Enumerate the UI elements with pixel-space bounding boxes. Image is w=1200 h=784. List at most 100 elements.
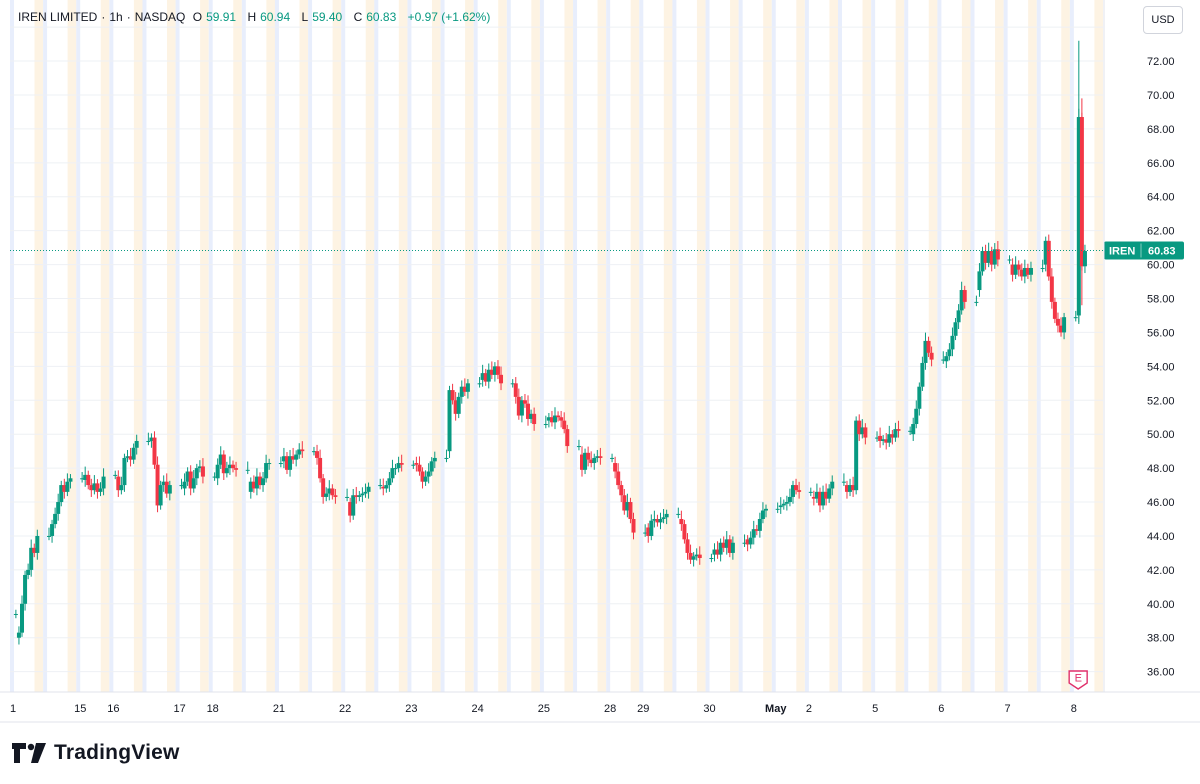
candle-body (920, 362, 925, 387)
candle-body (652, 519, 657, 521)
premarket-band (374, 0, 379, 692)
premarket-band (43, 0, 48, 692)
candle-body (592, 457, 597, 464)
y-tick-label: 66.00 (1147, 158, 1175, 170)
candle-body (489, 369, 494, 375)
candle-body (327, 488, 332, 494)
candle-body (417, 464, 422, 472)
x-tick-label: 15 (74, 703, 86, 715)
premarket-band (804, 0, 809, 692)
candle-body (628, 502, 633, 519)
candle-body (580, 454, 585, 470)
x-tick-label: 23 (405, 703, 417, 715)
postmarket-band (332, 0, 342, 692)
candle-body (348, 502, 353, 516)
candle-body (860, 427, 865, 435)
candle-body (80, 478, 85, 480)
candle-body (1059, 325, 1064, 333)
candle-body (1010, 264, 1015, 275)
candle-body (300, 449, 305, 452)
candle-body (495, 366, 500, 375)
candle-body (649, 520, 654, 536)
candle-body (179, 485, 184, 487)
premarket-band (871, 0, 876, 692)
candle-body (1046, 240, 1051, 277)
postmarket-band (498, 0, 507, 692)
y-tick-label: 54.00 (1147, 361, 1175, 373)
candle-body (119, 485, 124, 491)
candle-body (245, 469, 250, 471)
candle-body (149, 437, 154, 441)
candle-body (1013, 264, 1018, 275)
y-tick-label: 42.00 (1147, 565, 1175, 577)
open-value: 59.91 (206, 10, 237, 24)
candle-body (167, 485, 172, 494)
close-key: C (353, 10, 363, 24)
candle-body (20, 603, 25, 633)
candle-body (745, 539, 750, 545)
currency-button[interactable]: USD (1143, 6, 1183, 34)
postmarket-band (961, 0, 971, 692)
candle-body (827, 488, 832, 499)
candle-body (399, 463, 404, 465)
candle-body (311, 451, 316, 453)
candle-body (986, 251, 991, 263)
candle-body (499, 374, 504, 384)
candle-body (387, 478, 392, 486)
candle-body (814, 491, 819, 499)
candle-body (351, 495, 356, 516)
candle-body (146, 440, 151, 442)
candle-body (797, 490, 802, 492)
x-tick-label: 21 (273, 703, 285, 715)
candle-body (411, 464, 416, 466)
candle-body (953, 322, 958, 336)
candle-body (230, 464, 235, 469)
candle-body (715, 549, 720, 555)
candle-body (62, 485, 67, 492)
candle-body (366, 486, 371, 492)
candle-body (983, 251, 988, 263)
candle-body (128, 456, 133, 460)
premarket-band (241, 0, 246, 692)
premarket-band (473, 0, 478, 692)
candle-body (751, 529, 756, 538)
candle-body (47, 535, 52, 537)
candle-body (914, 408, 919, 425)
candle-body (345, 496, 350, 498)
close-value: 60.83 (366, 10, 397, 24)
earnings-event-icon (1068, 670, 1088, 690)
candle-body (559, 417, 564, 421)
postmarket-band (928, 0, 938, 692)
candle-body (297, 449, 302, 455)
candle-body (248, 481, 253, 492)
candle-body (315, 451, 320, 458)
symbol-name[interactable]: IREN LIMITED (18, 10, 98, 24)
candle-body (863, 427, 868, 438)
x-tick-label: 7 (1005, 703, 1011, 715)
y-tick-label: 46.00 (1147, 497, 1175, 509)
symbol-legend: IREN LIMITED · 1h · NASDAQ O 59.91 H 60.94 L 59… (18, 10, 494, 24)
candle-body (622, 495, 627, 511)
candle-body (543, 424, 548, 426)
candle-body (821, 491, 826, 506)
candle-body (197, 466, 202, 469)
candle-body (748, 537, 753, 545)
candle-body (444, 457, 449, 459)
candle-body (549, 417, 554, 423)
candle-body (884, 439, 889, 443)
candle-body (357, 495, 362, 497)
x-tick-label: 1 (10, 703, 16, 715)
candle-body (721, 542, 726, 548)
postmarket-band (630, 0, 640, 692)
candle-body (522, 400, 527, 404)
candle-body (65, 481, 70, 492)
candle-body (1019, 269, 1024, 277)
candle-body (784, 502, 789, 504)
tradingview-logo[interactable]: TradingView (12, 740, 180, 766)
postmarket-band (100, 0, 110, 692)
x-tick-label: 22 (339, 703, 351, 715)
y-tick-label: 50.00 (1147, 429, 1175, 441)
candle-body (851, 485, 856, 491)
premarket-band (573, 0, 578, 692)
